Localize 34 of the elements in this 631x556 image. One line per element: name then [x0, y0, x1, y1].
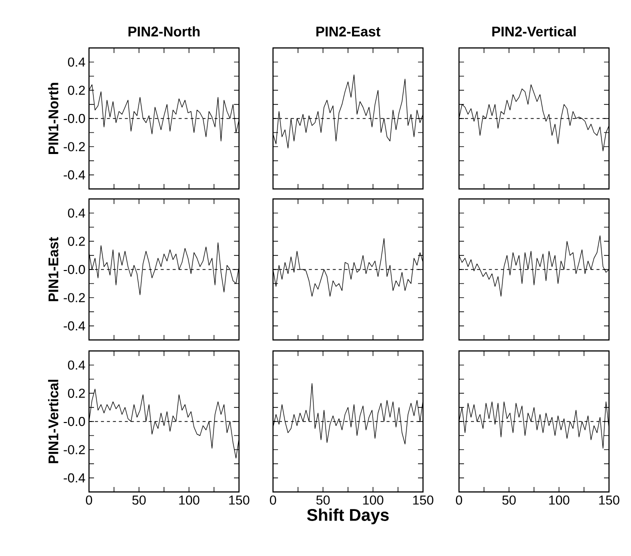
y-axis-title: PIN1-North: [48, 82, 58, 154]
x-tick-label: 0: [456, 495, 462, 505]
y-tick-label: -0.4: [64, 473, 86, 482]
chart-title: PIN2-Vertical: [492, 26, 576, 36]
x-tick-label: 100: [363, 495, 384, 505]
x-tick-label: 100: [549, 495, 570, 505]
x-tick-label: 0: [86, 495, 92, 505]
y-tick-label: -0.0: [64, 416, 85, 426]
chart-title: PIN2-North: [128, 26, 200, 36]
x-tick-label: 150: [599, 495, 620, 505]
y-tick-label: 0.4: [68, 57, 86, 67]
y-tick-label: 0.2: [68, 388, 85, 398]
y-tick-label: -0.2: [64, 142, 85, 152]
x-axis-title: Shift Days: [307, 508, 389, 524]
y-axis-title: PIN1-Vertical: [48, 380, 58, 464]
y-tick-label: -0.4: [64, 321, 86, 330]
y-tick-label: -0.0: [64, 264, 85, 274]
y-tick-label: 0.2: [68, 236, 85, 246]
y-tick-label: -0.2: [64, 445, 85, 454]
y-tick-label: 0.4: [68, 360, 86, 370]
y-tick-label: 0.4: [68, 208, 86, 218]
x-tick-label: 150: [413, 495, 434, 505]
y-tick-label: 0.2: [68, 86, 85, 95]
x-tick-label: 0: [270, 495, 276, 505]
x-tick-label: 150: [229, 495, 250, 505]
chart-title: PIN2-East: [316, 26, 380, 36]
y-tick-label: -0.2: [64, 293, 85, 302]
y-axis-title: PIN1-East: [48, 237, 58, 302]
x-tick-label: 50: [132, 495, 146, 505]
x-tick-label: 100: [179, 495, 200, 505]
y-tick-label: -0.4: [64, 170, 86, 180]
y-tick-label: -0.0: [64, 114, 85, 124]
x-tick-label: 50: [316, 495, 330, 505]
x-tick-label: 50: [502, 495, 516, 505]
